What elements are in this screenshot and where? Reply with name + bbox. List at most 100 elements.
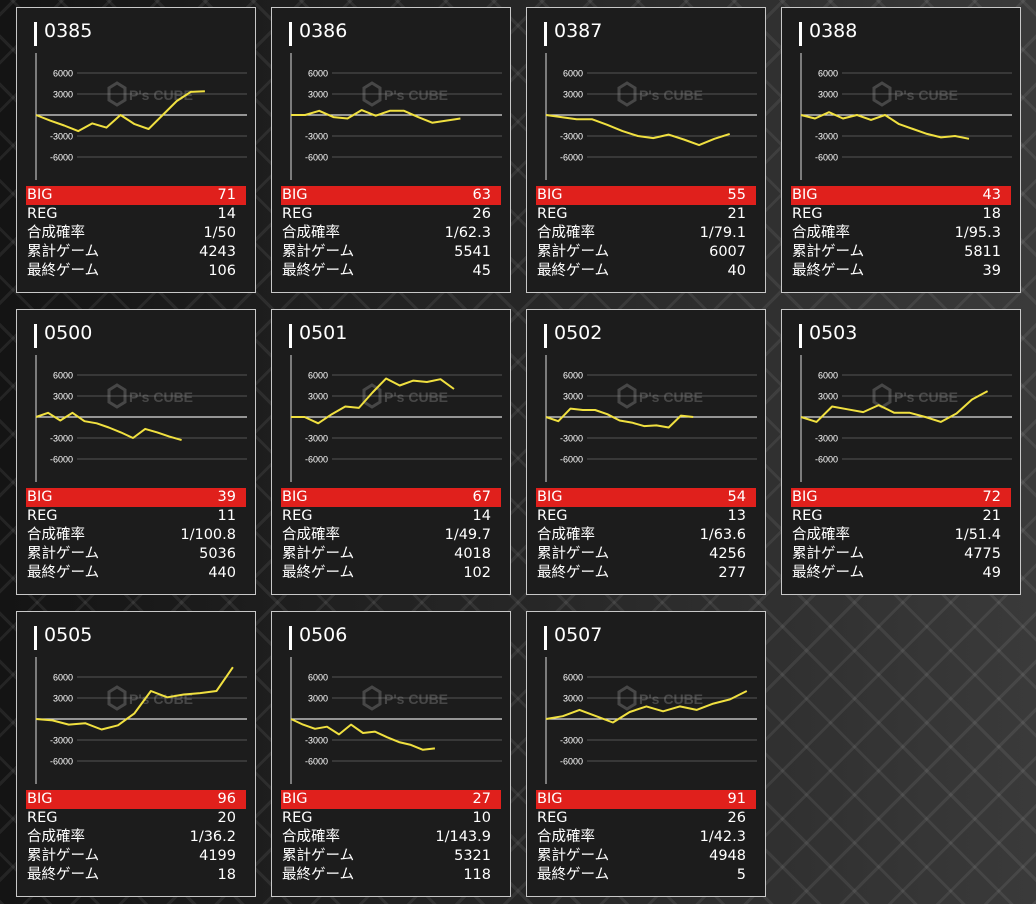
stat-row-games: 累計ゲーム 4018	[281, 545, 501, 564]
payout-chart: 6000 3000 -3000 -6000 P's CUBE	[290, 355, 502, 482]
machine-card[interactable]: 0506 6000 3000 -3000 -6000 P's CUBE BIG 27 REG 10…	[271, 611, 511, 897]
y-tick-label: 3000	[563, 90, 583, 100]
stat-label: REG	[537, 206, 568, 222]
machine-card[interactable]: 0388 6000 3000 -3000 -6000 P's CUBE BIG 43 REG 18…	[781, 7, 1021, 293]
stat-row-last: 最終ゲーム 45	[281, 262, 501, 281]
stat-label: REG	[27, 810, 58, 826]
stat-row-rate: 合成確率 1/63.6	[536, 526, 756, 545]
y-tick-label: -6000	[305, 153, 328, 163]
stat-value: 1/51.4	[954, 527, 1001, 543]
payout-line	[35, 411, 182, 442]
stat-value: 20	[217, 810, 236, 826]
stat-row-last: 最終ゲーム 106	[26, 262, 246, 281]
stat-label: 最終ゲーム	[537, 263, 610, 279]
payout-line	[291, 109, 461, 124]
y-tick-label: -3000	[50, 132, 73, 142]
stats-table: BIG 43 REG 18 合成確率 1/95.3 累計ゲーム 5811 最終ゲーム 39	[791, 186, 1011, 281]
stat-label: REG	[27, 508, 58, 524]
stat-row-games: 累計ゲーム 5811	[791, 243, 1011, 262]
stat-value: 1/62.3	[444, 225, 491, 241]
stat-value: 71	[217, 187, 236, 203]
stat-value: 49	[982, 565, 1001, 581]
payout-line	[35, 90, 205, 133]
stats-table: BIG 39 REG 11 合成確率 1/100.8 累計ゲーム 5036 最終ゲーム 440	[26, 488, 246, 583]
stat-value: 5	[736, 867, 746, 883]
stat-label: 最終ゲーム	[792, 565, 865, 581]
y-tick-label: 6000	[53, 69, 73, 79]
machine-number: 0507	[554, 624, 603, 646]
machine-number: 0502	[554, 322, 603, 344]
stat-value: 10	[472, 810, 491, 826]
stat-value: 21	[727, 206, 746, 222]
machine-card[interactable]: 0505 6000 3000 -3000 -6000 P's CUBE BIG 96 REG 20…	[16, 611, 256, 897]
machine-card[interactable]: 0386 6000 3000 -3000 -6000 P's CUBE BIG 63 REG 26…	[271, 7, 511, 293]
stat-value: 1/50	[203, 225, 236, 241]
stat-row-reg: REG 26	[281, 205, 501, 224]
stat-row-last: 最終ゲーム 102	[281, 564, 501, 583]
machine-card[interactable]: 0503 6000 3000 -3000 -6000 P's CUBE BIG 72 REG 21…	[781, 309, 1021, 595]
stat-label: 最終ゲーム	[282, 867, 355, 883]
machine-card[interactable]: 0501 6000 3000 -3000 -6000 P's CUBE BIG 67 REG 14…	[271, 309, 511, 595]
stat-row-games: 累計ゲーム 4243	[26, 243, 246, 262]
stat-row-last: 最終ゲーム 277	[536, 564, 756, 583]
stat-value: 1/143.9	[435, 829, 491, 845]
stat-value: 4199	[199, 848, 236, 864]
title-accent-bar	[34, 324, 37, 348]
machine-number: 0386	[299, 20, 348, 42]
stat-label: BIG	[537, 791, 563, 807]
stat-label: 最終ゲーム	[27, 565, 100, 581]
stat-value: 45	[472, 263, 491, 279]
y-tick-label: 3000	[308, 90, 328, 100]
y-tick-label: -3000	[560, 736, 583, 746]
machine-number: 0385	[44, 20, 93, 42]
machine-card[interactable]: 0507 6000 3000 -3000 -6000 P's CUBE BIG 91 REG 26…	[526, 611, 766, 897]
stat-label: REG	[792, 508, 823, 524]
machine-number: 0503	[809, 322, 858, 344]
stat-value: 18	[217, 867, 236, 883]
stat-value: 4775	[964, 546, 1001, 562]
stat-row-games: 累計ゲーム 4199	[26, 847, 246, 866]
stat-value: 21	[982, 508, 1001, 524]
machine-card[interactable]: 0500 6000 3000 -3000 -6000 P's CUBE BIG 39 REG 11…	[16, 309, 256, 595]
stat-value: 440	[208, 565, 236, 581]
y-tick-label: 6000	[563, 371, 583, 381]
stat-value: 27	[472, 791, 491, 807]
stat-label: 最終ゲーム	[537, 867, 610, 883]
machine-card[interactable]: 0502 6000 3000 -3000 -6000 P's CUBE BIG 54 REG 13…	[526, 309, 766, 595]
stat-row-reg: REG 20	[26, 809, 246, 828]
stat-value: 26	[472, 206, 491, 222]
stat-row-last: 最終ゲーム 18	[26, 866, 246, 885]
machine-number: 0501	[299, 322, 348, 344]
stat-row-games: 累計ゲーム 4256	[536, 545, 756, 564]
watermark-text: P's CUBE	[129, 389, 193, 405]
y-tick-label: 6000	[53, 371, 73, 381]
stat-row-big: BIG 63	[281, 186, 501, 205]
watermark-text: P's CUBE	[639, 87, 703, 103]
watermark-text: P's CUBE	[639, 389, 703, 405]
machine-card[interactable]: 0385 6000 3000 -3000 -6000 P's CUBE BIG 71 REG 14…	[16, 7, 256, 293]
stat-label: BIG	[792, 489, 818, 505]
machine-number: 0388	[809, 20, 858, 42]
stats-table: BIG 96 REG 20 合成確率 1/36.2 累計ゲーム 4199 最終ゲーム 18	[26, 790, 246, 885]
stat-row-big: BIG 72	[791, 488, 1011, 507]
stat-value: 14	[217, 206, 236, 222]
payout-chart: 6000 3000 -3000 -6000 P's CUBE	[35, 53, 247, 180]
stat-value: 72	[982, 489, 1001, 505]
stats-table: BIG 91 REG 26 合成確率 1/42.3 累計ゲーム 4948 最終ゲーム 5	[536, 790, 756, 885]
watermark-text: P's CUBE	[894, 389, 958, 405]
machine-number: 0505	[44, 624, 93, 646]
title-accent-bar	[544, 626, 547, 650]
machine-number: 0387	[554, 20, 603, 42]
y-tick-label: -6000	[50, 455, 73, 465]
y-tick-label: -3000	[50, 736, 73, 746]
stat-label: 合成確率	[27, 225, 85, 241]
stat-value: 1/36.2	[189, 829, 236, 845]
stat-value: 96	[217, 791, 236, 807]
stat-row-big: BIG 39	[26, 488, 246, 507]
pscube-watermark-logo: P's CUBE	[362, 81, 448, 107]
stat-label: 累計ゲーム	[537, 848, 610, 864]
machine-card[interactable]: 0387 6000 3000 -3000 -6000 P's CUBE BIG 55 REG 21…	[526, 7, 766, 293]
stats-table: BIG 63 REG 26 合成確率 1/62.3 累計ゲーム 5541 最終ゲーム 45	[281, 186, 501, 281]
stat-value: 1/79.1	[699, 225, 746, 241]
stats-table: BIG 67 REG 14 合成確率 1/49.7 累計ゲーム 4018 最終ゲーム 102	[281, 488, 501, 583]
